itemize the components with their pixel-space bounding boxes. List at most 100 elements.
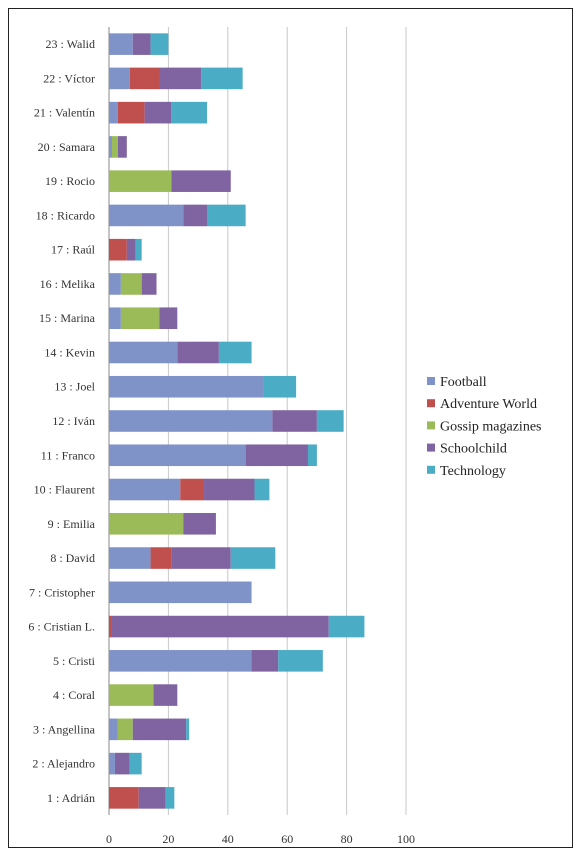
bar-segment bbox=[109, 375, 264, 398]
bar-segment bbox=[109, 650, 252, 672]
bar-segment bbox=[230, 547, 276, 569]
bar-segment bbox=[204, 478, 255, 501]
category-label: 3 : Angellina bbox=[33, 722, 96, 736]
category-labels: 1 : Adrián 2 : Alejandro 3 : Angellina 4 : … bbox=[28, 37, 95, 805]
category-label: 11 : Franco bbox=[41, 448, 95, 462]
category-label: 19 : Rocio bbox=[45, 174, 95, 188]
bar-segment bbox=[159, 67, 202, 90]
legend-entry: Football bbox=[440, 375, 487, 390]
bars bbox=[109, 33, 365, 809]
legend-swatch bbox=[427, 465, 435, 474]
bar-segment bbox=[109, 101, 118, 124]
category-label: 8 : David bbox=[50, 551, 95, 565]
bar-segment bbox=[109, 410, 273, 432]
legend-swatch bbox=[427, 399, 435, 408]
legend-swatch bbox=[427, 443, 435, 452]
bar-segment bbox=[109, 444, 246, 467]
bar-segment bbox=[159, 307, 178, 330]
x-tick-label: 40 bbox=[222, 832, 234, 846]
bar-segment bbox=[129, 752, 142, 775]
bar-segment bbox=[263, 375, 297, 398]
bar-segment bbox=[117, 136, 127, 158]
bar-segment bbox=[272, 410, 317, 432]
category-label: 18 : Ricardo bbox=[36, 208, 95, 222]
legend-swatch bbox=[427, 421, 435, 430]
category-label: 15 : Marina bbox=[39, 311, 96, 325]
category-label: 14 : Kevin bbox=[44, 345, 95, 359]
bar-segment bbox=[109, 170, 172, 192]
bar-segment bbox=[109, 478, 181, 501]
bar-segment bbox=[109, 273, 121, 295]
bar-segment bbox=[129, 67, 160, 90]
category-label: 20 : Samara bbox=[38, 140, 96, 154]
bar-segment bbox=[109, 67, 130, 90]
bar-segment bbox=[251, 650, 279, 672]
bar-segment bbox=[109, 684, 154, 706]
bar-segment bbox=[316, 410, 344, 432]
x-tick-label: 20 bbox=[162, 832, 174, 846]
bar-segment bbox=[144, 101, 172, 124]
category-label: 12 : Iván bbox=[52, 414, 95, 428]
bar-segment bbox=[132, 718, 187, 741]
category-label: 7 : Cristopher bbox=[29, 585, 95, 599]
category-label: 21 : Valentín bbox=[34, 106, 95, 120]
bar-segment bbox=[120, 273, 142, 295]
category-label: 10 : Flaurent bbox=[34, 483, 96, 497]
bar-segment bbox=[109, 136, 112, 158]
legend-entry: Technology bbox=[440, 464, 506, 479]
bar-segment bbox=[109, 718, 118, 741]
legend-swatch bbox=[427, 377, 435, 385]
bar-segment bbox=[207, 204, 246, 227]
bar-segment bbox=[153, 684, 178, 706]
category-label: 6 : Cristian L. bbox=[28, 620, 95, 634]
category-label: 22 : Víctor bbox=[43, 71, 95, 85]
category-label: 2 : Alejandro bbox=[32, 757, 95, 771]
bar-segment bbox=[117, 718, 133, 741]
bar-segment bbox=[120, 307, 160, 330]
bar-segment bbox=[109, 341, 178, 364]
bar-segment bbox=[186, 718, 190, 741]
category-label: 16 : Melika bbox=[40, 277, 96, 291]
x-tick-label: 60 bbox=[281, 832, 293, 846]
bar-segment bbox=[141, 273, 157, 295]
bar-segment bbox=[177, 341, 219, 364]
category-label: 17 : Raúl bbox=[51, 243, 96, 257]
bar-segment bbox=[201, 67, 243, 90]
bar-segment bbox=[183, 512, 216, 535]
category-label: 5 : Cristi bbox=[53, 654, 96, 668]
bar-segment bbox=[218, 341, 252, 364]
legend-entry: Gossip magazines bbox=[440, 419, 541, 434]
bar-segment bbox=[109, 512, 184, 535]
bar-segment bbox=[165, 787, 175, 809]
legend-entry: Adventure World bbox=[440, 397, 537, 412]
bar-segment bbox=[171, 547, 231, 569]
bar-segment bbox=[111, 136, 118, 158]
bar-segment bbox=[114, 752, 130, 775]
bar-segment bbox=[109, 307, 121, 330]
bar-segment bbox=[171, 101, 208, 124]
bar-segment bbox=[254, 478, 270, 501]
x-tick-label: 0 bbox=[106, 832, 112, 846]
bar-segment bbox=[150, 547, 172, 569]
bar-segment bbox=[278, 650, 323, 672]
bar-segment bbox=[109, 238, 127, 261]
x-tick-label: 80 bbox=[341, 832, 353, 846]
bar-segment bbox=[109, 33, 133, 55]
bar-segment bbox=[109, 752, 115, 775]
bar-segment bbox=[117, 101, 145, 124]
category-label: 13 : Joel bbox=[54, 380, 95, 394]
bar-segment bbox=[245, 444, 308, 467]
bar-segment bbox=[171, 170, 231, 192]
bar-segment bbox=[138, 787, 166, 809]
bar-segment bbox=[135, 238, 142, 261]
bar-segment bbox=[109, 581, 252, 604]
bar-segment bbox=[109, 615, 112, 638]
bar-segment bbox=[180, 478, 205, 501]
legend-entry: Schoolchild bbox=[440, 442, 507, 457]
category-label: 1 : Adrián bbox=[47, 791, 95, 805]
bar-segment bbox=[132, 33, 151, 55]
bar-segment bbox=[183, 204, 208, 227]
bar-segment bbox=[109, 204, 184, 227]
legend: Football Adventure World Gossip magazines S… bbox=[427, 375, 541, 479]
